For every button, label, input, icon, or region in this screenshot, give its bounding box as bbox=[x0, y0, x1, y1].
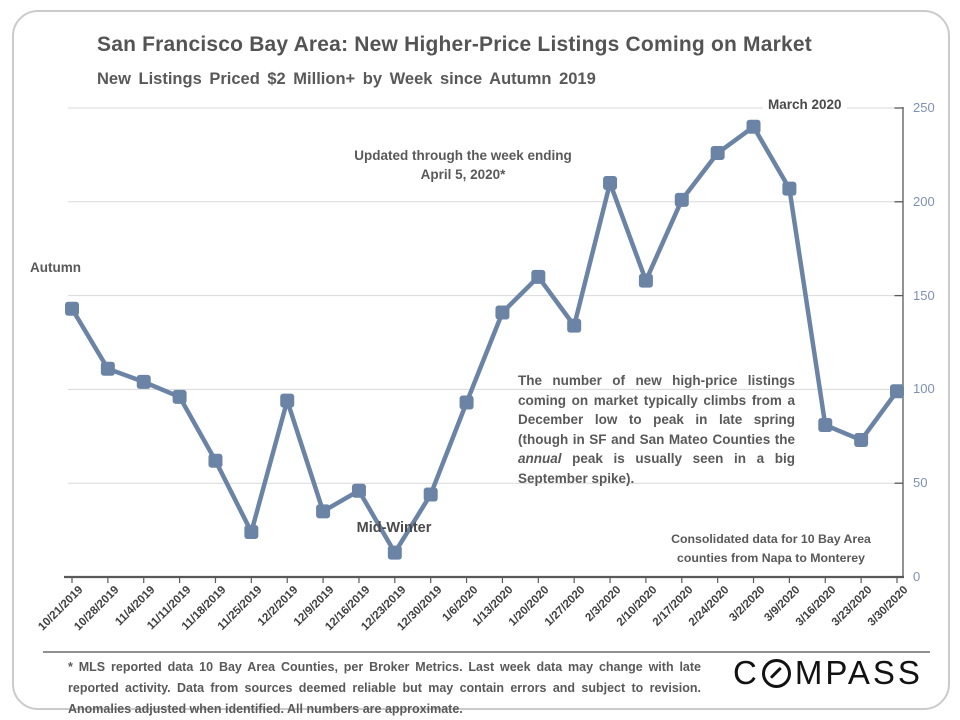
y-axis-label: 150 bbox=[913, 287, 935, 303]
y-axis-label: 50 bbox=[913, 475, 928, 491]
data-point-marker bbox=[387, 545, 402, 560]
annotation-body-text: The number of new high-price listings co… bbox=[518, 371, 795, 488]
data-point-marker bbox=[423, 487, 438, 502]
footer-divider bbox=[43, 651, 930, 653]
data-point-marker bbox=[100, 361, 115, 376]
y-axis-label: 100 bbox=[913, 381, 935, 397]
footnote-text: * MLS reported data 10 Bay Area Counties… bbox=[68, 660, 701, 716]
data-point-marker bbox=[674, 192, 689, 207]
annotation-autumn: Autumn bbox=[30, 260, 81, 275]
y-axis-label: 0 bbox=[913, 569, 921, 584]
body-text-part2: peak is usually seen in a big September … bbox=[518, 451, 795, 486]
chart-subtitle: New Listings Priced $2 Million+ by Week … bbox=[97, 70, 596, 88]
needle-bar bbox=[770, 666, 783, 680]
data-point-marker bbox=[172, 389, 187, 404]
annotation-march-2020: March 2020 bbox=[763, 95, 847, 114]
data-point-marker bbox=[531, 269, 546, 284]
annotation-updated-note: Updated through the week ending April 5,… bbox=[354, 148, 572, 182]
body-text-italic-word: annual bbox=[518, 451, 562, 466]
data-point-marker bbox=[710, 146, 725, 161]
annotation-mid-winter: Mid-Winter bbox=[356, 520, 432, 536]
y-axis-label: 250 bbox=[913, 100, 935, 115]
data-point-marker bbox=[818, 418, 833, 433]
data-point-marker bbox=[567, 318, 582, 333]
data-point-marker bbox=[459, 395, 474, 410]
chart-line bbox=[69, 124, 900, 555]
logo-letters-mpass: MPASS bbox=[794, 654, 923, 691]
chart-title: San Francisco Bay Area: New Higher-Price… bbox=[97, 33, 812, 56]
data-point-marker bbox=[854, 433, 869, 448]
body-text-part1: The number of new high-price listings co… bbox=[518, 373, 795, 447]
compass-o-needle-icon bbox=[761, 658, 791, 688]
data-point-marker bbox=[495, 305, 510, 320]
data-point-marker bbox=[244, 524, 259, 539]
data-point-marker bbox=[638, 273, 653, 288]
compass-logo: C MPASS bbox=[733, 654, 923, 691]
data-point-marker bbox=[136, 374, 151, 389]
data-point-marker bbox=[746, 119, 761, 134]
data-point-marker bbox=[890, 384, 904, 399]
data-point-marker bbox=[603, 176, 618, 191]
logo-letter-c: C bbox=[733, 654, 760, 691]
data-point-marker bbox=[351, 483, 366, 498]
data-point-marker bbox=[782, 181, 797, 196]
y-axis-label: 200 bbox=[913, 193, 935, 209]
data-point-marker bbox=[316, 504, 331, 519]
data-point-marker bbox=[280, 393, 295, 408]
data-point-marker bbox=[208, 453, 223, 468]
data-point-marker bbox=[65, 301, 79, 316]
annotation-consolidated-note: Consolidated data for 10 Bay Area counti… bbox=[671, 532, 871, 565]
